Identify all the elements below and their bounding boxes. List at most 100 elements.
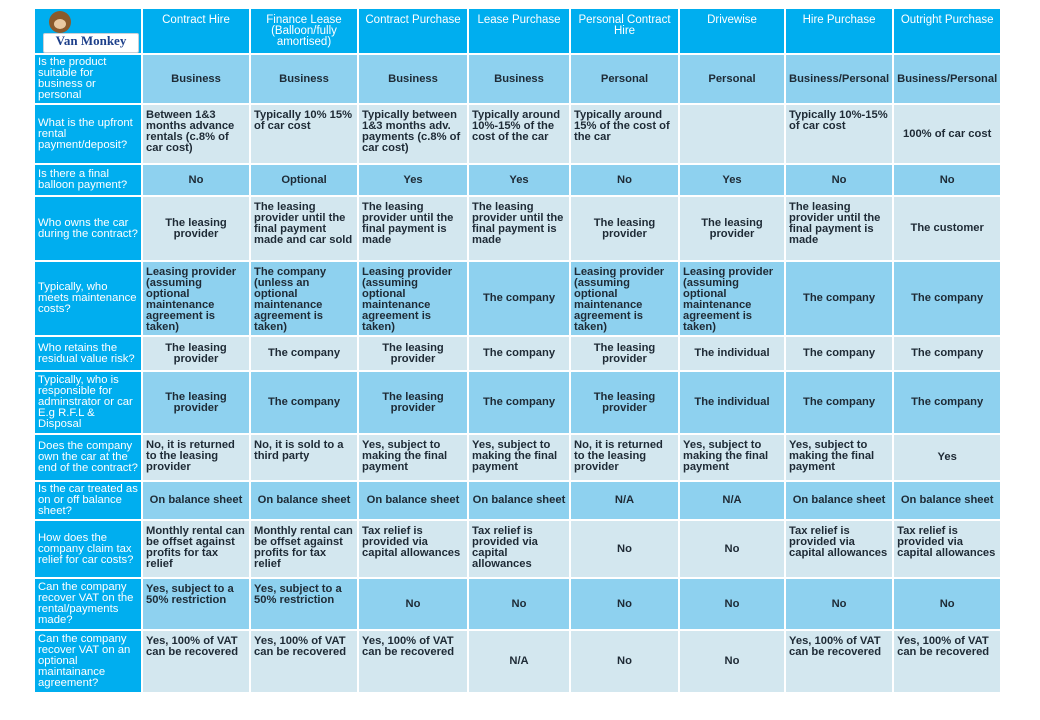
table-row: Can the company recover VAT on the renta… [35, 579, 1001, 629]
table-cell: Tax relief is provided via capital allow… [359, 521, 467, 577]
table-row: Typically, who is responsible for admins… [35, 372, 1001, 433]
finance-comparison-table: Van Monkey Contract Hire Finance Lease (B… [33, 7, 1002, 694]
table-cell: The leasing provider [571, 372, 678, 433]
table-row: Who retains the residual value risk? The … [35, 337, 1001, 370]
row-question: How does the company claim tax relief fo… [35, 521, 141, 577]
table-cell: On balance sheet [143, 482, 249, 519]
table-cell: On balance sheet [251, 482, 357, 519]
table-cell [680, 105, 784, 163]
table-cell: Personal [680, 55, 784, 103]
table-cell: No [680, 579, 784, 629]
table-cell: The company [469, 372, 569, 433]
table-cell: Leasing provider (assuming optional main… [571, 262, 678, 335]
header-row: Van Monkey Contract Hire Finance Lease (B… [35, 9, 1001, 53]
table-cell: The company [786, 372, 893, 433]
table-cell: Yes [359, 165, 467, 195]
table-cell: Tax relief is provided via capital allow… [469, 521, 569, 577]
logo: Van Monkey [35, 9, 141, 53]
table-cell: Yes, 100% of VAT can be recovered [143, 631, 249, 692]
table-cell: Business [143, 55, 249, 103]
table-cell: The customer [894, 197, 1001, 260]
column-header: Lease Purchase [469, 9, 569, 53]
table-row: Is the product suitable for business or … [35, 55, 1001, 103]
table-cell: No [894, 579, 1001, 629]
table-cell: Typically 10% 15% of car cost [251, 105, 357, 163]
table-cell: The leasing provider [359, 372, 467, 433]
monkey-mascot-icon [49, 11, 71, 33]
table-cell: The leasing provider [359, 337, 467, 370]
table-cell: The company [894, 337, 1001, 370]
column-header: Outright Purchase [894, 9, 1001, 53]
table-cell: N/A [571, 482, 678, 519]
table-cell: Yes [680, 165, 784, 195]
table-cell: No [143, 165, 249, 195]
table-cell: No [571, 579, 678, 629]
table-cell: Yes, subject to making the final payment [469, 435, 569, 480]
table-cell: Yes [894, 435, 1001, 480]
table-cell: No, it is returned to the leasing provid… [143, 435, 249, 480]
table-cell: The company [469, 262, 569, 335]
table-cell: No, it is sold to a third party [251, 435, 357, 480]
table-cell: Business [251, 55, 357, 103]
table-cell: No [786, 579, 893, 629]
table-cell: The leasing provider [143, 372, 249, 433]
row-question: Who retains the residual value risk? [35, 337, 141, 370]
table-cell: Yes, 100% of VAT can be recovered [894, 631, 1001, 692]
table-row: Does the company own the car at the end … [35, 435, 1001, 480]
table-cell: Business/Personal [894, 55, 1001, 103]
table-cell: No [680, 521, 784, 577]
table-cell: N/A [680, 482, 784, 519]
table-cell: The company [469, 337, 569, 370]
table-cell: The leasing provider [143, 197, 249, 260]
table-cell: On balance sheet [359, 482, 467, 519]
table-cell: Tax relief is provided via capital allow… [786, 521, 893, 577]
row-question: Can the company recover VAT on the renta… [35, 579, 141, 629]
table-cell: Yes, subject to making the final payment [786, 435, 893, 480]
row-question: Does the company own the car at the end … [35, 435, 141, 480]
table-row: Can the company recover VAT on an option… [35, 631, 1001, 692]
row-question: Can the company recover VAT on an option… [35, 631, 141, 692]
table-cell: The leasing provider until the final pay… [359, 197, 467, 260]
table-cell: The individual [680, 372, 784, 433]
table-cell: Business [359, 55, 467, 103]
table-cell: The company [786, 337, 893, 370]
table-cell: The leasing provider [571, 197, 678, 260]
table-row: How does the company claim tax relief fo… [35, 521, 1001, 577]
table-cell: The leasing provider [143, 337, 249, 370]
column-header: Finance Lease (Balloon/fully amortised) [251, 9, 357, 53]
table-cell: Leasing provider (assuming optional main… [680, 262, 784, 335]
table-cell: The company (unless an optional maintena… [251, 262, 357, 335]
table-cell: No, it is returned to the leasing provid… [571, 435, 678, 480]
table-cell: Tax relief is provided via capital allow… [894, 521, 1001, 577]
table-cell: The company [894, 372, 1001, 433]
table-cell: Typically 10%-15% of car cost [786, 105, 893, 163]
table-cell: Leasing provider (assuming optional main… [143, 262, 249, 335]
table-cell: The leasing provider until the final pay… [786, 197, 893, 260]
table-cell: N/A [469, 631, 569, 692]
table-cell: Typically between 1&3 months adv. paymen… [359, 105, 467, 163]
table-cell: 100% of car cost [894, 105, 1001, 163]
column-header: Contract Hire [143, 9, 249, 53]
table-cell: Monthly rental can be offset against pro… [143, 521, 249, 577]
table-cell: The company [251, 337, 357, 370]
logo-text: Van Monkey [55, 33, 127, 48]
table-cell: Yes, subject to a 50% restriction [251, 579, 357, 629]
row-question: Typically, who meets maintenance costs? [35, 262, 141, 335]
table-cell: Business/Personal [786, 55, 893, 103]
table-cell: No [571, 165, 678, 195]
table-row: Is the car treated as on or off balance … [35, 482, 1001, 519]
table-cell: No [469, 579, 569, 629]
row-question: What is the upfront rental payment/depos… [35, 105, 141, 163]
row-question: Is the product suitable for business or … [35, 55, 141, 103]
table-cell: Between 1&3 months advance rentals (c.8%… [143, 105, 249, 163]
table-cell: No [359, 579, 467, 629]
row-question: Who owns the car during the contract? [35, 197, 141, 260]
table-cell: Yes, 100% of VAT can be recovered [359, 631, 467, 692]
table-cell: No [894, 165, 1001, 195]
table-cell: Yes, subject to making the final payment [680, 435, 784, 480]
column-header: Contract Purchase [359, 9, 467, 53]
table-cell: The leasing provider until the final pay… [469, 197, 569, 260]
row-question: Is there a final balloon payment? [35, 165, 141, 195]
table-cell: The leasing provider [680, 197, 784, 260]
table-cell: On balance sheet [469, 482, 569, 519]
